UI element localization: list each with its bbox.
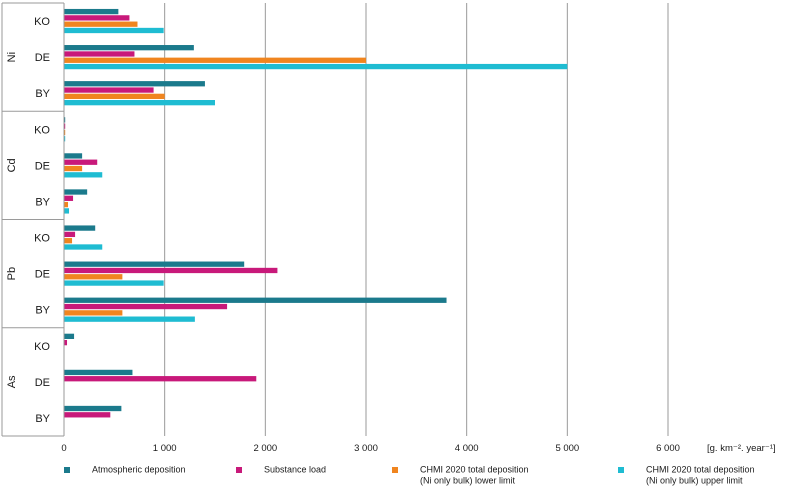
bar-Cd-BY-s2 — [64, 201, 69, 208]
legend-swatch — [392, 467, 398, 473]
bar-Cd-KO-s2 — [64, 129, 66, 136]
bar-Ni-KO-s3 — [64, 27, 164, 34]
legend-label: Atmospheric deposition — [92, 465, 186, 475]
category-labels: Ni KO DE BY Cd KO DE BY Pb KO DE BY As KO DE BY — [6, 16, 51, 425]
bar-Cd-DE-s0 — [64, 153, 83, 159]
group-label: As — [6, 375, 18, 388]
x-tick-label: 6 000 — [656, 443, 680, 454]
bar-As-KO-s1 — [64, 339, 68, 346]
category-label: DE — [35, 160, 50, 172]
legend-label: CHMI 2020 total deposition (Ni only bulk)… — [420, 465, 529, 486]
category-label: DE — [35, 269, 50, 281]
category-label: BY — [35, 196, 50, 208]
bar-Cd-BY-s1 — [64, 195, 74, 201]
x-tick-label: 2 000 — [253, 443, 277, 454]
legend-swatch — [64, 467, 70, 473]
legend-label: CHMI 2020 total deposition (Ni only bulk)… — [646, 465, 755, 486]
bar-As-BY-s0 — [64, 405, 122, 412]
bar-Pb-KO-s0 — [64, 225, 96, 231]
category-label: DE — [35, 377, 50, 389]
x-tick-labels: 0 1 000 2 000 3 000 4 000 5 000 6 000 — [61, 443, 680, 454]
grid-lines — [164, 3, 669, 436]
group-label: Cd — [6, 158, 18, 172]
bar-Ni-DE-s3 — [64, 63, 568, 70]
bar-Cd-KO-s1 — [64, 123, 66, 129]
bar-Pb-DE-s3 — [64, 280, 164, 286]
bar-Ni-BY-s3 — [64, 100, 215, 106]
category-label: BY — [35, 413, 50, 425]
x-tick-label: 1 000 — [153, 443, 177, 454]
bar-Pb-DE-s2 — [64, 274, 123, 280]
axes — [1, 2, 65, 437]
category-label: KO — [34, 341, 50, 353]
bar-As-KO-s0 — [64, 333, 75, 339]
category-label: KO — [34, 16, 50, 28]
x-tick-label: 3 000 — [354, 443, 378, 454]
bar-Cd-KO-s0 — [64, 117, 66, 123]
legend-label: Substance load — [264, 465, 326, 475]
legend: Atmospheric deposition Substance load CHMI… — [64, 465, 755, 486]
bar-Ni-DE-s0 — [64, 45, 194, 51]
bar-Pb-KO-s3 — [64, 244, 103, 250]
bar-Ni-KO-s2 — [64, 21, 138, 27]
bar-Ni-DE-s2 — [64, 57, 366, 63]
group-label: Pb — [6, 267, 18, 280]
legend-swatch — [618, 467, 624, 473]
bar-Cd-DE-s2 — [64, 165, 83, 172]
bar-Cd-DE-s1 — [64, 159, 98, 165]
bar-Cd-BY-s0 — [64, 189, 88, 195]
bar-As-DE-s0 — [64, 369, 133, 376]
x-tick-label: 0 — [61, 443, 66, 454]
bar-Pb-BY-s1 — [64, 303, 228, 310]
bar-Cd-KO-s3 — [64, 136, 66, 142]
bar-Ni-BY-s1 — [64, 87, 154, 93]
legend-swatch — [236, 467, 242, 473]
x-axis-label: [g. km⁻². year⁻¹] — [707, 443, 776, 454]
group-label: Ni — [6, 52, 18, 62]
bar-Pb-DE-s1 — [64, 267, 278, 274]
x-tick-label: 5 000 — [555, 443, 579, 454]
bar-As-DE-s1 — [64, 376, 257, 382]
bar-Cd-DE-s3 — [64, 172, 103, 178]
x-tick-label: 4 000 — [455, 443, 479, 454]
bar-Pb-BY-s3 — [64, 316, 195, 322]
bar-Ni-KO-s0 — [64, 8, 119, 15]
bars — [64, 8, 568, 418]
bar-Pb-BY-s0 — [64, 297, 447, 303]
bar-Pb-DE-s0 — [64, 261, 245, 267]
bar-Ni-BY-s0 — [64, 81, 205, 87]
category-label: DE — [35, 52, 50, 64]
bar-Ni-BY-s2 — [64, 93, 165, 100]
bar-As-BY-s1 — [64, 412, 111, 418]
category-label: BY — [35, 88, 50, 100]
category-label: KO — [34, 124, 50, 136]
bar-Pb-KO-s1 — [64, 231, 76, 238]
bar-Cd-BY-s3 — [64, 208, 70, 214]
category-label: BY — [35, 305, 50, 317]
bar-Pb-KO-s2 — [64, 238, 73, 244]
bar-Ni-KO-s1 — [64, 15, 130, 21]
category-label: KO — [34, 233, 50, 245]
bar-Pb-BY-s2 — [64, 310, 123, 316]
bar-Ni-DE-s1 — [64, 51, 135, 57]
